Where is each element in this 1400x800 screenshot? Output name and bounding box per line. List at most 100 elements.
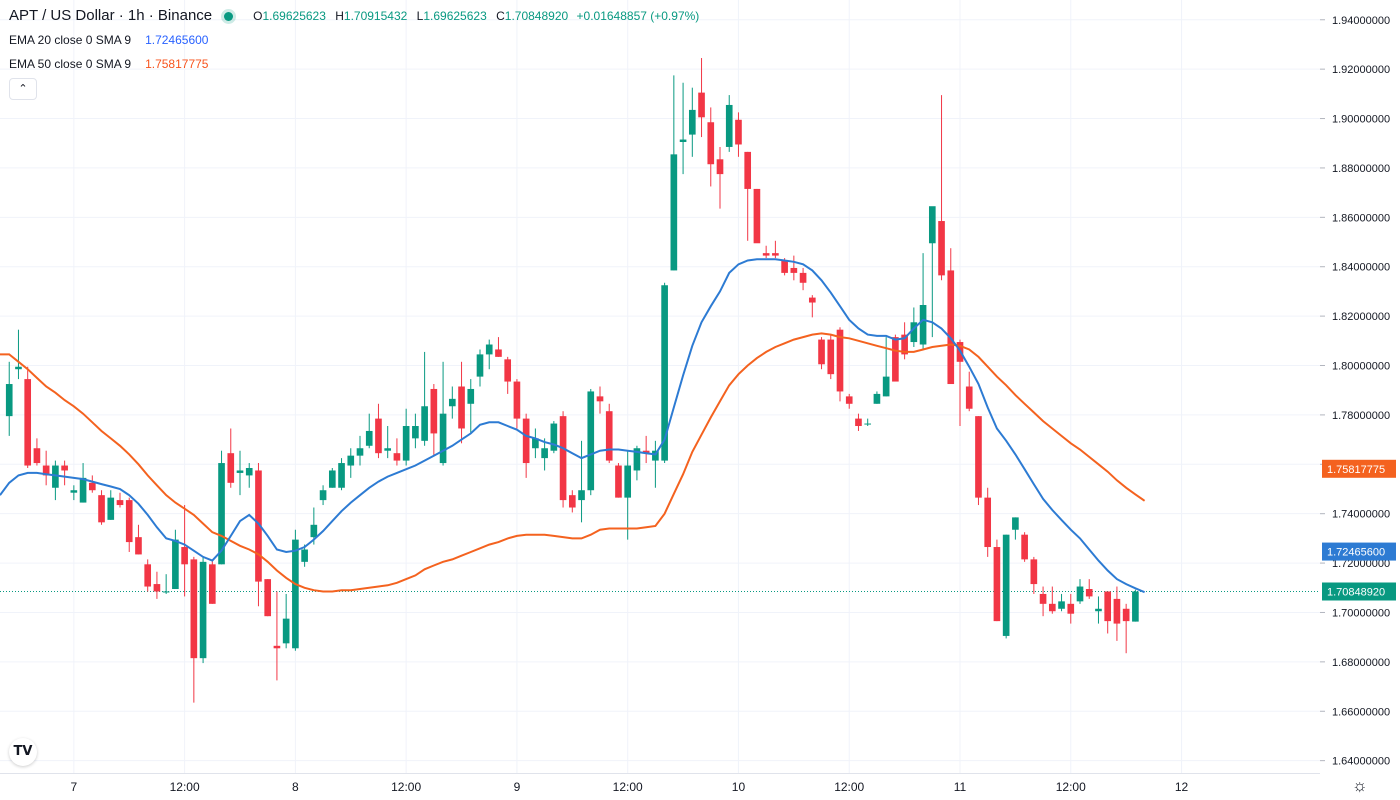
price-tick-label: 1.68000000 xyxy=(1332,657,1390,669)
tradingview-logo[interactable]: TV xyxy=(9,738,37,766)
candle-body xyxy=(70,490,78,493)
ema20-name: EMA 20 close 0 SMA 9 xyxy=(9,33,132,47)
chevron-up-icon: ⌃ xyxy=(18,83,28,95)
candle-body xyxy=(568,495,576,508)
candle-body xyxy=(310,524,318,538)
candle-body xyxy=(633,448,641,471)
candle-body xyxy=(430,388,438,434)
candle-body xyxy=(227,453,235,483)
ema50-line xyxy=(0,332,1146,593)
candle-body xyxy=(707,122,715,165)
time-tick-label: 11 xyxy=(954,780,967,794)
candle-body xyxy=(873,393,881,404)
ema20-line xyxy=(0,258,1145,594)
gear-icon[interactable]: ☼ xyxy=(1352,776,1368,795)
candle-body xyxy=(5,384,13,417)
collapse-legend-button[interactable]: ⌃ xyxy=(9,78,37,100)
candle-body xyxy=(642,450,650,454)
candle-body xyxy=(1030,559,1038,585)
candle-body xyxy=(919,305,927,345)
low-value: 1.69625623 xyxy=(423,9,487,23)
candle-body xyxy=(762,253,770,256)
close-label: C xyxy=(496,9,505,23)
candle-body xyxy=(107,497,115,520)
price-tick-label: 1.70000000 xyxy=(1332,607,1390,619)
open-value: 1.69625623 xyxy=(262,9,326,23)
time-tick-label: 12:00 xyxy=(834,780,864,794)
time-tick-label: 9 xyxy=(514,780,521,794)
close-value: 1.70848920 xyxy=(504,9,569,23)
candle-body xyxy=(818,339,825,365)
price-label-box xyxy=(1322,582,1396,601)
candle-body xyxy=(319,490,327,501)
price-tick-label: 1.64000000 xyxy=(1332,756,1390,768)
price-label-text: 1.75817775 xyxy=(1327,464,1385,476)
candle-body xyxy=(384,448,392,451)
candle-body xyxy=(790,267,798,273)
candle-body xyxy=(670,154,678,271)
candle-body xyxy=(938,221,945,276)
candle-body xyxy=(402,426,410,461)
symbol-title[interactable]: APT / US Dollar · 1h · Binance xyxy=(9,7,213,24)
candle-body xyxy=(744,151,752,189)
candle-body xyxy=(504,359,512,382)
high-value: 1.70915432 xyxy=(343,9,408,23)
time-tick-label: 7 xyxy=(71,780,78,794)
candle-body xyxy=(845,396,853,404)
time-axis[interactable]: 7 12:00 8 12:00 9 12:00 10 12:00 11 12:00 12 xyxy=(71,780,1189,794)
candle-body xyxy=(827,339,835,375)
candle-body xyxy=(495,349,502,357)
candle-body xyxy=(356,448,364,456)
candle-body xyxy=(199,561,207,659)
candle-body xyxy=(439,413,447,464)
price-tick-label: 1.88000000 xyxy=(1332,163,1390,175)
candle-body xyxy=(236,470,244,473)
ema50-value: 1.75817775 xyxy=(145,57,209,71)
candle-body xyxy=(24,379,32,466)
candle-body xyxy=(162,591,170,593)
candle-body xyxy=(513,381,521,419)
candle-body xyxy=(1067,603,1075,614)
candle-body xyxy=(33,448,41,464)
candle-body xyxy=(172,539,179,590)
ohlc-values: O1.69625623 H1.70915432 L1.69625623 C1.7… xyxy=(247,6,699,26)
candle-body xyxy=(292,539,299,649)
candle-body xyxy=(181,547,188,565)
price-axis[interactable]: 1.94000000 1.92000000 1.90000000 1.88000000… xyxy=(1320,15,1390,768)
candle-body xyxy=(587,391,595,491)
candle-body xyxy=(910,322,918,343)
indicator-ema20[interactable]: EMA 20 close 0 SMA 9 1.72465600 xyxy=(9,30,699,50)
candle-body xyxy=(882,376,890,397)
candle-body xyxy=(467,388,475,404)
price-tick-label: 1.90000000 xyxy=(1332,114,1390,126)
candle-body xyxy=(42,465,50,476)
high-label: H xyxy=(335,9,344,23)
candle-body xyxy=(855,418,862,427)
candle-body xyxy=(559,416,567,501)
candle-body xyxy=(1012,517,1019,530)
candle-body xyxy=(218,463,225,565)
candle-body xyxy=(753,188,761,244)
candles xyxy=(5,58,1139,703)
time-tick-label: 12:00 xyxy=(1056,780,1086,794)
candle-body xyxy=(1076,586,1084,602)
price-label-text: 1.70848920 xyxy=(1327,587,1385,599)
candle-body xyxy=(365,430,373,446)
time-tick-label: 8 xyxy=(292,780,299,794)
symbol-row: APT / US Dollar · 1h · Binance O1.696256… xyxy=(9,6,699,26)
candle-body xyxy=(393,453,401,461)
candle-body xyxy=(144,564,152,587)
indicator-ema50[interactable]: EMA 50 close 0 SMA 9 1.75817775 xyxy=(9,54,699,74)
time-tick-label: 12:00 xyxy=(170,780,200,794)
market-status-icon xyxy=(224,11,234,21)
candle-body xyxy=(328,470,336,488)
candle-body xyxy=(1048,603,1056,612)
candle-body xyxy=(245,467,253,476)
candle-body xyxy=(799,272,807,283)
open-label: O xyxy=(253,9,263,23)
candle-body xyxy=(901,334,908,355)
candle-body xyxy=(928,206,936,244)
price-tick-label: 1.66000000 xyxy=(1332,706,1390,718)
candle-body xyxy=(421,406,428,441)
